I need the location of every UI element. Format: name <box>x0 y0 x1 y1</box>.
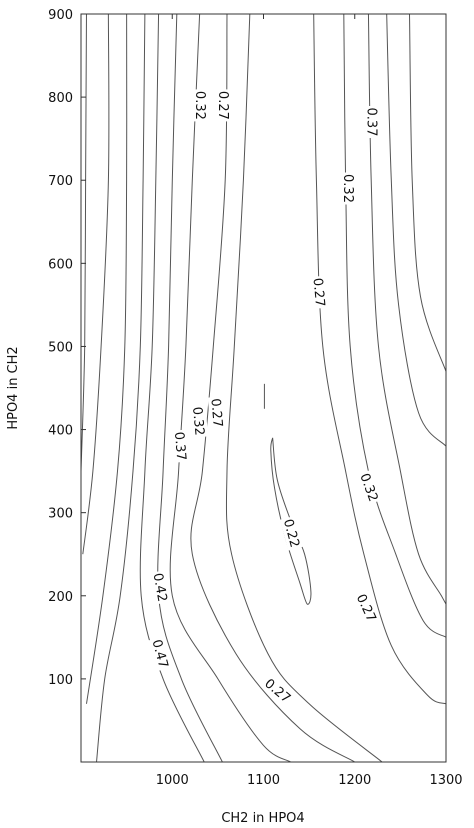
contour-line-13 <box>409 13 447 372</box>
x-tick-label: 1000 <box>156 773 189 788</box>
contour-lines <box>80 13 447 763</box>
y-tick-label: 500 <box>48 340 73 355</box>
contour-label-bg <box>309 275 329 309</box>
contour-label-group-11: 0.22 <box>279 515 304 551</box>
contour-line-2 <box>86 13 128 704</box>
contour-label: 0.27 <box>310 277 327 307</box>
contour-label: 0.22 <box>280 517 302 549</box>
y-tick-label: 100 <box>48 673 73 688</box>
y-axis-title: HPO4 in CH2 <box>6 346 21 429</box>
contour-label-bg <box>192 89 209 122</box>
contour-line-0 <box>80 13 87 472</box>
contour-line-022-14 <box>270 437 312 605</box>
contour-label: 0.47 <box>149 638 171 670</box>
contour-label-bg <box>364 106 381 138</box>
y-tick-label: 800 <box>48 91 73 106</box>
contour-line-1 <box>82 13 110 555</box>
contour-line-032-7 <box>190 13 356 763</box>
contour-label: 0.42 <box>150 572 170 603</box>
x-axis: 1000 1100 1200 1300 <box>156 14 463 788</box>
contour-label-group-5: 0.42 <box>149 570 172 605</box>
y-tick-label: 600 <box>48 257 73 272</box>
contour-labels: 0.270.320.270.320.370.420.470.270.370.32… <box>148 89 383 708</box>
y-tick-label: 300 <box>48 507 73 522</box>
contour-label-group-1: 0.32 <box>192 89 209 122</box>
contour-label-bg <box>207 396 227 430</box>
contour-label-group-7: 0.27 <box>260 674 296 708</box>
x-tick-label: 1200 <box>338 773 371 788</box>
contour-label-group-9: 0.32 <box>340 172 357 205</box>
contour-line-12 <box>386 13 447 447</box>
contour-label-bg <box>149 570 172 605</box>
contour-label-group-8: 0.37 <box>364 106 381 138</box>
contour-label: 0.27 <box>207 398 224 428</box>
contour-label-bg <box>148 636 173 672</box>
contour-label: 0.32 <box>356 472 380 504</box>
contour-label: 0.32 <box>189 406 206 436</box>
contour-label: 0.32 <box>192 91 207 120</box>
contour-label-group-4: 0.37 <box>171 429 190 463</box>
y-axis: 100 200 300 400 500 600 700 800 900 <box>48 8 86 688</box>
contour-label-bg <box>340 172 357 205</box>
contour-label-bg <box>260 674 296 708</box>
contour-label: 0.27 <box>215 91 230 120</box>
contour-label: 0.37 <box>171 431 188 461</box>
contour-label-bg <box>352 589 381 626</box>
contour-label-group-0: 0.27 <box>215 89 232 122</box>
contour-line-032-10 <box>343 13 447 638</box>
contour-line-3 <box>96 13 146 763</box>
contour-label: 0.32 <box>340 174 355 203</box>
y-tick-label: 700 <box>48 174 73 189</box>
contour-line-047-4 <box>139 13 205 763</box>
contour-label-group-12: 0.32 <box>356 469 383 506</box>
contour-line-037-11 <box>367 13 447 605</box>
contour-label-group-3: 0.32 <box>189 404 209 438</box>
contour-label-bg <box>279 515 304 551</box>
plot-frame <box>80 13 447 763</box>
contour-line-042-5 <box>157 13 223 763</box>
contour-label-bg <box>171 429 190 463</box>
contour-line-027-8 <box>225 13 383 763</box>
contour-label-group-10: 0.27 <box>309 275 329 309</box>
x-tick-label: 1300 <box>429 773 462 788</box>
contour-line-027-9 <box>313 13 447 705</box>
contour-label-group-2: 0.27 <box>207 396 227 430</box>
contour-label: 0.37 <box>364 108 379 137</box>
contour-label-group-13: 0.27 <box>352 589 381 626</box>
y-tick-label: 400 <box>48 424 73 439</box>
y-tick-label: 900 <box>48 8 73 23</box>
contour-label-bg <box>215 89 232 122</box>
y-tick-label: 200 <box>48 590 73 605</box>
contour-line-037-6 <box>169 13 292 763</box>
x-axis-title: CH2 in HPO4 <box>221 811 304 826</box>
contour-label-group-6: 0.47 <box>148 636 173 672</box>
contour-label-bg <box>356 469 383 506</box>
x-tick-label: 1100 <box>247 773 280 788</box>
contour-label-bg <box>189 404 209 438</box>
